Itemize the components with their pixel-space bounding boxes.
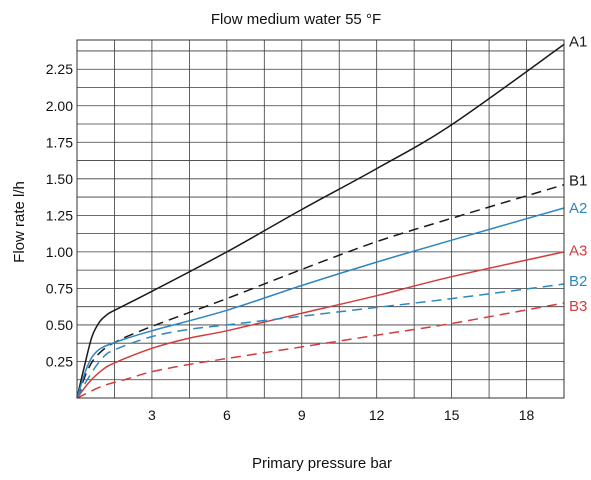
x-tick-labels: 3 6 9 12 15 18 — [148, 407, 535, 423]
series-line-a2 — [76, 207, 565, 399]
chart-grid — [77, 40, 564, 398]
x-tick-label: 15 — [444, 407, 460, 423]
series-label-b2: B2 — [569, 273, 587, 290]
plot-border — [76, 39, 565, 399]
series-label-a2: A2 — [569, 200, 587, 217]
series-line-a1 — [76, 43, 565, 399]
x-tick-label: 12 — [369, 407, 385, 423]
y-tick-label: 2.25 — [46, 61, 73, 77]
x-tick-label: 18 — [519, 407, 535, 423]
series-line-b1 — [76, 183, 565, 399]
x-tick-label: 6 — [223, 407, 231, 423]
y-tick-label: 1.50 — [46, 171, 73, 187]
y-tick-label: 1.00 — [46, 244, 73, 260]
x-axis-label: Primary pressure bar — [252, 455, 392, 472]
y-tick-label: 1.25 — [46, 207, 73, 223]
y-tick-label: 1.75 — [46, 134, 73, 150]
y-tick-label: 0.25 — [46, 353, 73, 369]
chart-title: Flow medium water 55 °F — [211, 11, 381, 28]
series-label-b1: B1 — [569, 172, 587, 189]
x-tick-label: 3 — [148, 407, 156, 423]
series-labels: A1 B1 A2 A3 B2 B3 — [569, 33, 587, 314]
series-line-b2 — [76, 283, 565, 399]
series-label-a1: A1 — [569, 33, 587, 50]
series-line-b3 — [76, 302, 565, 399]
series-label-a3: A3 — [569, 242, 587, 259]
y-tick-label: 0.50 — [46, 317, 73, 333]
y-axis-label: Flow rate l/h — [11, 181, 28, 263]
y-tick-label: 2.00 — [46, 98, 73, 114]
series-line-a3 — [76, 251, 565, 399]
chart-series — [76, 43, 565, 399]
y-tick-label: 0.75 — [46, 280, 73, 296]
series-label-b3: B3 — [569, 298, 587, 315]
x-tick-label: 9 — [298, 407, 306, 423]
y-tick-labels: 0.25 0.50 0.75 1.00 1.25 1.50 1.75 2.00 2.25 — [46, 61, 73, 369]
